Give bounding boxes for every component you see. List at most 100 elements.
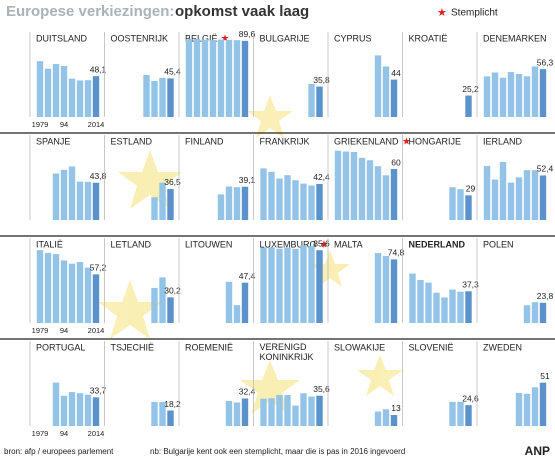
bar xyxy=(531,66,539,117)
panel-title: MALTA xyxy=(334,239,363,249)
value-label: 24,6 xyxy=(462,393,479,403)
bar xyxy=(241,186,249,220)
bar xyxy=(308,83,315,117)
panel-title: POLEN xyxy=(483,239,514,249)
value-label: 23,8 xyxy=(537,291,554,301)
bar xyxy=(68,78,76,117)
bar xyxy=(491,72,499,117)
value-label: 36,5 xyxy=(164,177,181,187)
bar xyxy=(225,281,233,323)
panel-title: DUITSLAND xyxy=(36,33,88,43)
bar xyxy=(260,247,267,323)
bar xyxy=(316,250,323,323)
bar xyxy=(449,187,456,220)
subtitle: opkomst vaak laag xyxy=(175,3,309,20)
value-label: 43,8 xyxy=(90,171,107,181)
panel-title: FINLAND xyxy=(185,136,224,146)
bar xyxy=(382,66,390,117)
bar xyxy=(483,76,491,117)
bar xyxy=(92,274,100,323)
bar xyxy=(52,64,60,117)
bar xyxy=(515,393,523,426)
bar xyxy=(366,160,374,220)
value-label: 35,8 xyxy=(313,75,330,85)
bar xyxy=(374,55,382,117)
bar xyxy=(499,161,507,220)
bar xyxy=(465,405,472,426)
bar xyxy=(217,194,225,220)
bar xyxy=(539,175,547,220)
panel-title: LITOUWEN xyxy=(185,239,232,249)
panel-title: NEDERLAND xyxy=(409,239,466,249)
bar xyxy=(358,157,366,220)
x-tick-label: 94 xyxy=(60,120,68,129)
panel-title: LETLAND xyxy=(111,239,152,249)
bar xyxy=(84,394,92,426)
bar xyxy=(390,169,398,220)
bar xyxy=(515,177,523,220)
x-tick-label: 2014 xyxy=(88,326,105,335)
bar xyxy=(308,396,315,426)
bar xyxy=(217,39,225,117)
panel-title-line: KONINKRIJK xyxy=(260,352,314,362)
bar xyxy=(276,178,283,220)
x-tick-label: 94 xyxy=(60,429,68,438)
bar xyxy=(60,395,68,426)
value-label: 52,4 xyxy=(537,164,554,174)
bar xyxy=(539,69,547,117)
bar xyxy=(36,61,44,117)
bar xyxy=(68,392,76,426)
bar xyxy=(167,188,174,220)
bar xyxy=(151,287,158,323)
bar xyxy=(60,66,68,117)
bar xyxy=(52,254,60,323)
bar xyxy=(457,189,464,220)
bar xyxy=(241,282,249,323)
panel-title: ESTLAND xyxy=(111,136,153,146)
bar xyxy=(276,395,283,426)
bar xyxy=(523,170,531,220)
panel-title: ITALIË xyxy=(36,239,63,249)
bar xyxy=(284,247,291,323)
bar xyxy=(151,80,158,117)
value-label: 30,2 xyxy=(164,286,181,296)
bar xyxy=(316,395,323,426)
value-label: 33,7 xyxy=(90,386,107,396)
bar xyxy=(76,80,84,117)
bar xyxy=(225,400,233,426)
x-tick-label: 1979 xyxy=(32,120,49,129)
bar xyxy=(60,169,68,220)
bar xyxy=(374,166,382,220)
bar xyxy=(409,273,416,323)
panel-title: DENEMARKEN xyxy=(483,33,547,43)
bar xyxy=(167,297,174,323)
x-tick-label: 2014 xyxy=(88,120,105,129)
bar xyxy=(316,86,323,117)
bar xyxy=(308,185,315,220)
bar xyxy=(233,305,241,323)
stemplicht-star: ★ xyxy=(221,34,230,45)
bar xyxy=(233,402,241,426)
background-stars xyxy=(98,95,403,414)
bar xyxy=(531,387,539,426)
panel-title: SLOWAKIJE xyxy=(334,342,385,352)
bar xyxy=(84,80,92,117)
bar xyxy=(92,397,100,426)
bar xyxy=(68,166,76,220)
bar xyxy=(68,263,76,323)
bar xyxy=(209,39,217,117)
bar xyxy=(441,297,448,323)
bar xyxy=(84,181,92,220)
source: bron: afp / europees parlement xyxy=(4,447,114,456)
bar xyxy=(292,180,299,220)
note: nb: Bulgarije kent ook een stemplicht, m… xyxy=(150,447,405,456)
bar xyxy=(260,168,267,220)
panel-title: VERENIGD KONINKRIJK xyxy=(260,342,314,362)
bar xyxy=(185,39,193,118)
panel-title: ZWEDEN xyxy=(483,342,522,352)
bar xyxy=(449,401,456,426)
bar xyxy=(159,402,166,426)
panel-title-line: VERENIGD xyxy=(260,342,308,352)
value-label: 60 xyxy=(391,157,401,167)
bar xyxy=(151,401,158,426)
